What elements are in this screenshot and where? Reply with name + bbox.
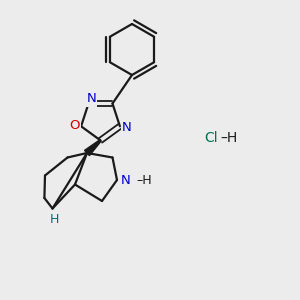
Text: H: H [49,213,59,226]
Text: N: N [122,121,131,134]
Text: –H: –H [136,173,152,187]
Text: N: N [87,92,96,106]
Polygon shape [85,140,101,156]
Text: N: N [121,173,131,187]
Text: –H: –H [220,131,238,145]
Text: O: O [69,119,80,132]
Text: Cl: Cl [204,131,218,145]
